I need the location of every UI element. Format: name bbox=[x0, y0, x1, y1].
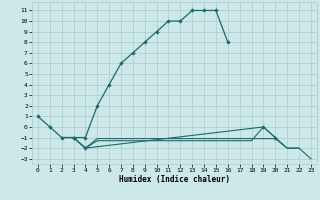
X-axis label: Humidex (Indice chaleur): Humidex (Indice chaleur) bbox=[119, 175, 230, 184]
